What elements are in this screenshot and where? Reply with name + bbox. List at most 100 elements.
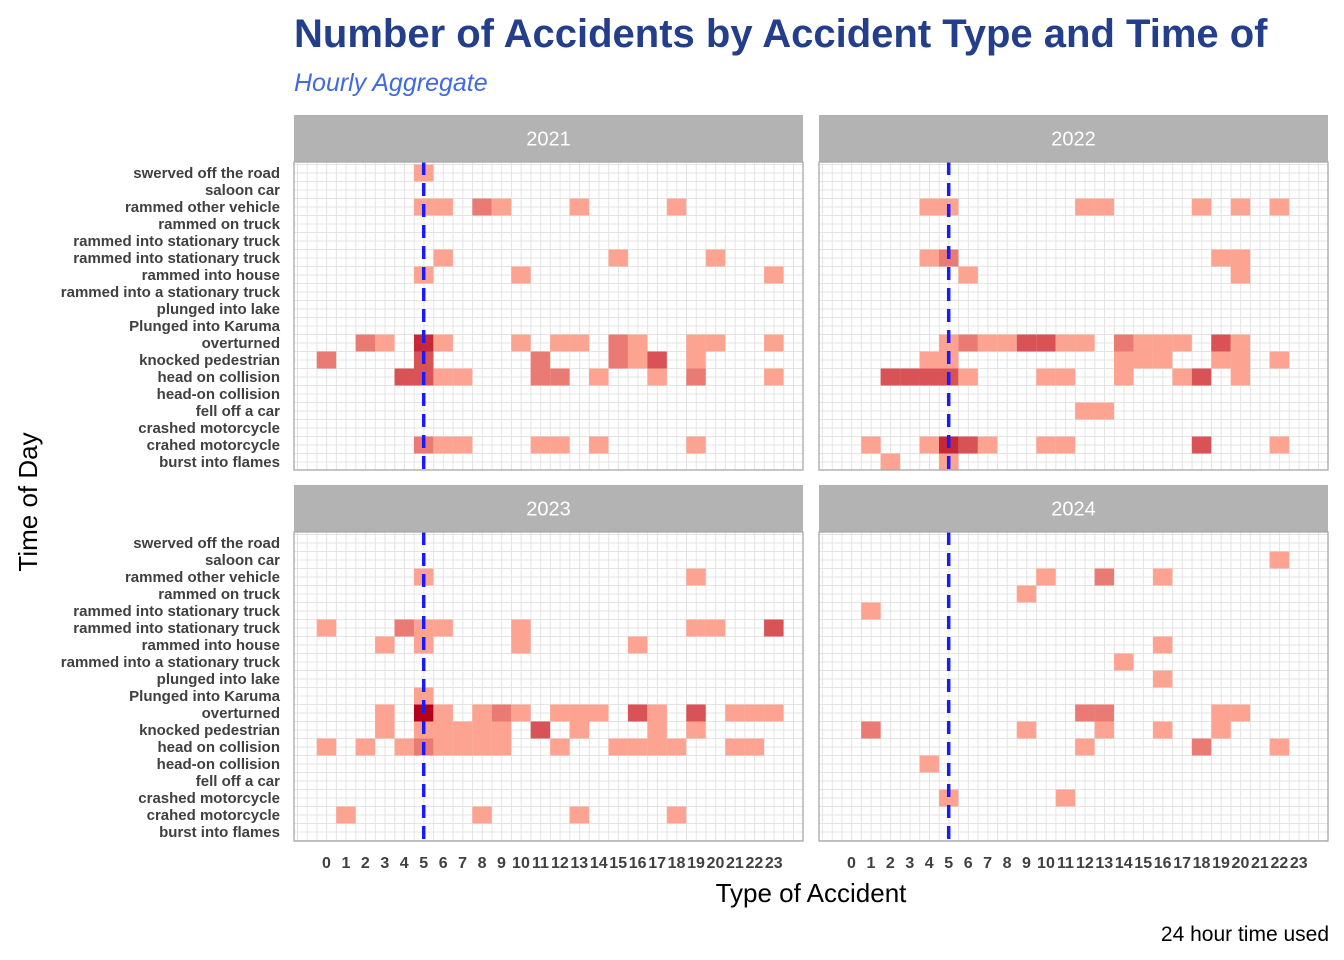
y-tick-label: saloon car — [205, 552, 280, 569]
y-tick-label: crashed motorcycle — [138, 420, 280, 437]
heatmap-cell — [530, 721, 551, 739]
x-tick-label: 23 — [765, 855, 783, 872]
x-tick-label: 12 — [551, 855, 569, 872]
heatmap-cell — [1269, 551, 1290, 569]
heatmap-cell — [1269, 198, 1290, 216]
facet-strip-label: 2024 — [1051, 499, 1096, 521]
heatmap-cells — [316, 568, 784, 824]
heatmap-cell — [1114, 334, 1134, 352]
heatmap-cell — [472, 738, 492, 756]
heatmap-cell — [1075, 198, 1095, 216]
heatmap-cell — [316, 738, 337, 756]
y-tick-label: rammed other vehicle — [125, 569, 280, 586]
panel-border — [818, 161, 1329, 471]
heatmap-cell — [433, 721, 453, 739]
heatmap-cell — [1075, 402, 1095, 420]
heatmap-cell — [550, 738, 570, 756]
heatmap-cell — [491, 738, 512, 756]
x-tick-label: 20 — [1232, 855, 1250, 872]
heatmap-cell — [686, 568, 706, 586]
y-tick-label: rammed into stationary truck — [73, 233, 280, 250]
heatmap-cell — [1191, 436, 1212, 454]
heatmap-cell — [511, 619, 531, 637]
facet-panel-2022: 2022 — [818, 115, 1329, 471]
y-tick-label: rammed on truck — [158, 216, 280, 233]
heatmap-cell — [686, 436, 706, 454]
y-tick-label: fell off a car — [196, 773, 280, 790]
heatmap-cell — [355, 738, 376, 756]
y-tick-label: saloon car — [205, 182, 280, 199]
heatmap-cell — [880, 453, 901, 471]
heatmap-cell — [1094, 402, 1115, 420]
facet-strip — [294, 485, 803, 532]
heatmap-cell — [686, 704, 706, 722]
heatmap-cell — [1094, 198, 1115, 216]
chart-caption: 24 hour time used — [1161, 923, 1329, 946]
x-tick-label: 1 — [341, 855, 350, 872]
x-tick-label: 6 — [439, 855, 448, 872]
heatmap-cell — [1075, 738, 1095, 756]
heatmap-cell — [589, 436, 609, 454]
heatmap-cell — [627, 636, 648, 654]
facet-strip-label: 2021 — [526, 129, 571, 151]
x-tick-label: 18 — [1193, 855, 1211, 872]
heatmap-cell — [452, 738, 473, 756]
x-tick-label: 14 — [590, 855, 608, 872]
heatmap-cell — [1036, 436, 1056, 454]
x-tick-label: 22 — [745, 855, 763, 872]
heatmap-cell — [627, 738, 648, 756]
heatmap-cell — [550, 334, 570, 352]
heatmap-cell — [1211, 249, 1231, 267]
x-tick-label: 10 — [512, 855, 530, 872]
heatmap-cell — [627, 704, 648, 722]
y-tick-label: head-on collision — [157, 386, 280, 403]
panel-border — [293, 161, 804, 471]
x-tick-label: 15 — [609, 855, 627, 872]
x-tick-label: 2 — [361, 855, 370, 872]
heatmap-cell — [452, 368, 473, 386]
y-tick-label: swerved off the road — [133, 165, 280, 182]
x-tick-label: 21 — [726, 855, 744, 872]
y-tick-label: Plunged into Karuma — [129, 318, 281, 335]
heatmap-cell — [1036, 368, 1056, 386]
heatmap-cell — [336, 806, 356, 824]
heatmap-cell — [764, 266, 784, 284]
x-tick-label: 3 — [380, 855, 389, 872]
heatmap-cell — [1269, 351, 1290, 369]
heatmap-cell — [1269, 738, 1290, 756]
heatmap-cell — [1152, 334, 1173, 352]
x-tick-label: 9 — [497, 855, 506, 872]
heatmap-cell — [666, 198, 687, 216]
heatmap-cell — [394, 738, 414, 756]
heatmap-cell — [413, 687, 434, 705]
heatmap-cell — [938, 789, 959, 807]
heatmap-cell — [861, 721, 881, 739]
heatmap-cell — [433, 334, 453, 352]
y-tick-label: head on collision — [157, 369, 280, 386]
y-axis-title: Time of Day — [13, 432, 43, 571]
heatmap-cell — [919, 436, 939, 454]
heatmap-cell — [550, 436, 570, 454]
panel-border — [818, 531, 1329, 842]
heatmap-cell — [511, 334, 531, 352]
heatmap-cell — [686, 721, 706, 739]
heatmap-cell — [511, 266, 531, 284]
heatmap-cell — [919, 755, 939, 773]
x-tick-label: 13 — [1095, 855, 1113, 872]
y-tick-label: rammed into a stationary truck — [61, 654, 281, 671]
x-tick-label: 12 — [1076, 855, 1094, 872]
y-tick-label: rammed into stationary truck — [73, 250, 280, 267]
heatmap-cell — [919, 198, 939, 216]
x-tick-label: 16 — [629, 855, 647, 872]
heatmap-cell — [1036, 568, 1056, 586]
heatmap-cell — [686, 368, 706, 386]
heatmap-cell — [627, 334, 648, 352]
heatmap-cell — [550, 368, 570, 386]
y-tick-label: knocked pedestrian — [139, 352, 280, 369]
heatmap-cell — [316, 619, 337, 637]
heatmap-cell — [433, 619, 453, 637]
x-tick-label: 9 — [1022, 855, 1031, 872]
heatmap-cell — [452, 721, 473, 739]
